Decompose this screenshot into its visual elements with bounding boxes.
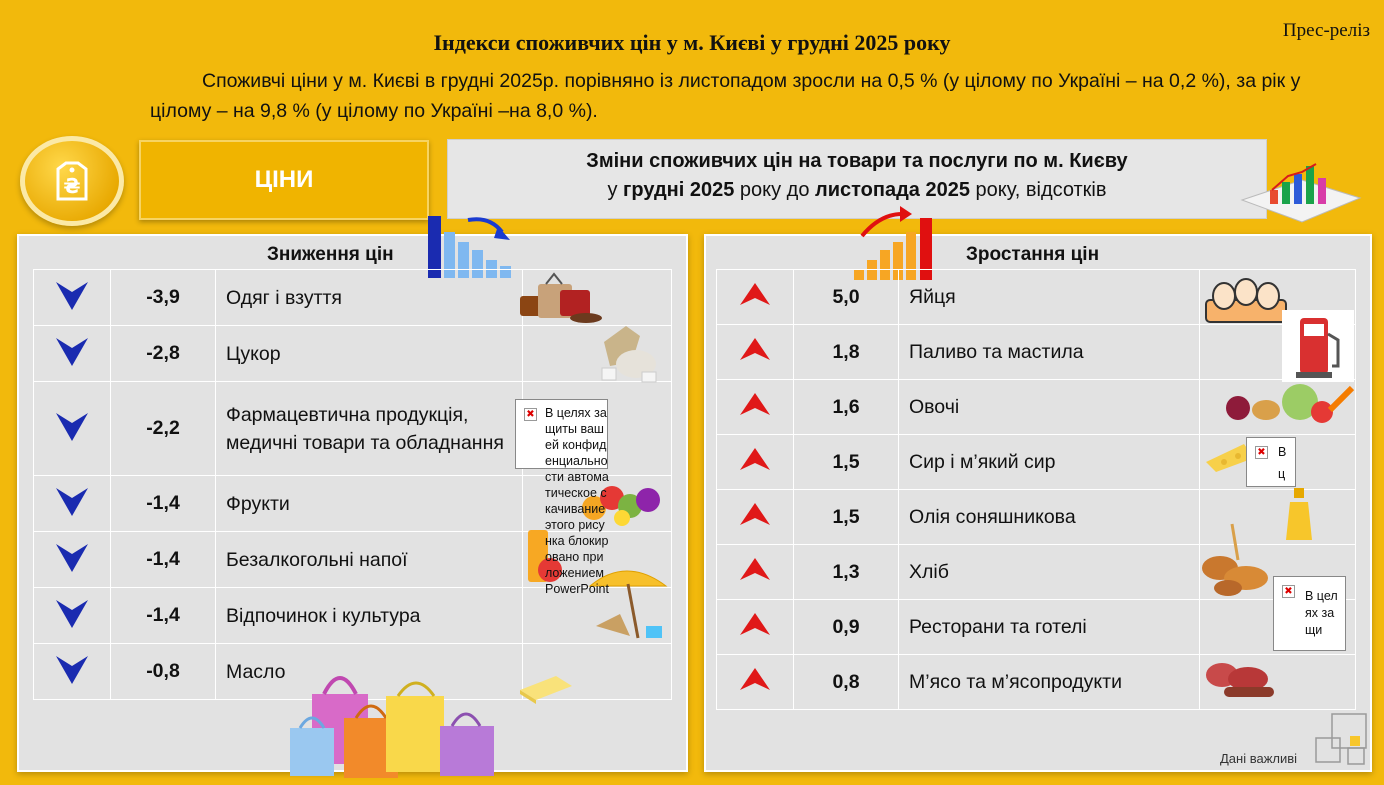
increase-value: 1,5 <box>793 489 899 545</box>
blocked-image-placeholder: ✖ <box>1246 437 1296 487</box>
table-row: -1,4 Фрукти <box>33 475 672 532</box>
changes-title-line1: Зміни споживчих цін на товари та послуги… <box>586 150 1128 172</box>
changes-title-line2: у грудні 2025 року до листопада 2025 рок… <box>607 179 1107 201</box>
table-row: 1,3 Хліб <box>716 544 1356 600</box>
bread-picture <box>1198 520 1278 605</box>
down-arrow-icon <box>33 587 111 644</box>
increase-title: Зростання цін <box>966 244 1100 265</box>
broken-image-icon: ✖ <box>1255 446 1268 459</box>
decrease-value: -1,4 <box>110 587 216 644</box>
down-arrow-icon <box>33 325 111 382</box>
decrease-value: -2,2 <box>110 381 216 476</box>
up-arrow-icon <box>716 544 794 600</box>
fuel-pump-picture <box>1282 310 1354 382</box>
up-arrow-icon <box>716 489 794 545</box>
up-arrow-icon <box>716 379 794 435</box>
up-arrow-icon <box>716 599 794 655</box>
blocked-image-text: В целях защи <box>1305 589 1338 637</box>
increase-item-name: Паливо та мастила <box>898 324 1200 380</box>
down-arrow-icon <box>33 269 111 326</box>
increase-item-name: М’ясо та м’ясопродукти <box>898 654 1200 710</box>
drinks-picture <box>524 526 564 593</box>
table-row: 1,8 Паливо та мастила <box>716 324 1356 380</box>
up-arrow-icon <box>716 269 794 325</box>
table-row: -1,4 Відпочинок і культура <box>33 587 672 644</box>
increase-item-name: Овочі <box>898 379 1200 435</box>
down-arrow-icon <box>33 381 111 476</box>
decrease-value: -0,8 <box>110 643 216 700</box>
increase-value: 1,6 <box>793 379 899 435</box>
increase-value: 0,9 <box>793 599 899 655</box>
decrease-item-name: Фармацевтична продукція, медичні товари … <box>215 381 523 476</box>
up-arrow-icon <box>716 654 794 710</box>
decrease-item-name: Безалкогольні напої <box>215 531 523 588</box>
clothes-picture <box>516 270 606 329</box>
blocked-image-text: В целях защиты вашей конфиденциальности … <box>545 406 609 596</box>
down-arrow-icon <box>33 475 111 532</box>
prices-label-box: ЦІНИ <box>139 140 429 220</box>
lead-paragraph: Споживчі ціни у м. Києві в грудні 2025р.… <box>150 70 1301 122</box>
oil-bottle-picture <box>1284 486 1314 547</box>
increase-item-name: Хліб <box>898 544 1200 600</box>
sugar-picture <box>596 322 662 391</box>
blocked-image-placeholder: ✖ <box>515 399 608 469</box>
decrease-item-name: Фрукти <box>215 475 523 532</box>
chart-illustration-icon <box>1232 160 1362 239</box>
decrease-item-name: Одяг і взуття <box>215 269 523 326</box>
beach-picture <box>586 562 670 651</box>
table-row: 0,9 Ресторани та готелі <box>716 599 1356 655</box>
svg-text:₴: ₴ <box>63 174 80 198</box>
decrease-title: Зниження цін <box>267 244 394 265</box>
decrease-value: -1,4 <box>110 531 216 588</box>
decrease-value: -2,8 <box>110 325 216 382</box>
up-arrow-icon <box>716 434 794 490</box>
increase-item-name: Сир і м’який сир <box>898 434 1200 490</box>
footer-note: Дані важливі <box>1220 751 1298 766</box>
press-release-label: Прес-реліз <box>1282 20 1370 41</box>
increase-item-name: Ресторани та готелі <box>898 599 1200 655</box>
vegetables-picture <box>1222 380 1356 431</box>
page-title: Індекси споживчих цін у м. Києві у грудн… <box>433 30 951 55</box>
table-row: 1,5 Сир і м’який сир <box>716 434 1356 490</box>
table-row: -2,8 Цукор <box>33 325 672 382</box>
decrease-item-name: Відпочинок і культура <box>215 587 523 644</box>
broken-image-icon: ✖ <box>524 408 537 421</box>
decrease-value: -3,9 <box>110 269 216 326</box>
shopping-bags-icon <box>286 664 500 785</box>
decrease-value: -1,4 <box>110 475 216 532</box>
cheese-picture <box>1204 438 1256 479</box>
increase-item-name: Олія соняшникова <box>898 489 1200 545</box>
oil-bottle-icon <box>1199 489 1356 545</box>
blocked-image-placeholder: ✖ <box>1273 576 1346 651</box>
grid-logo-icon <box>1314 712 1368 771</box>
increase-item-name: Яйця <box>898 269 1200 325</box>
meat-picture <box>1204 655 1280 706</box>
increase-table: 5,0 Яйця 1,8 Паливо та мастила 1,6 Овочі… <box>716 269 1356 710</box>
increase-value: 0,8 <box>793 654 899 710</box>
eggs-picture <box>1204 276 1288 329</box>
down-arrow-icon <box>33 531 111 588</box>
broken-image-icon: ✖ <box>1282 585 1295 598</box>
decrease-item-name: Цукор <box>215 325 523 382</box>
changes-title-box: Зміни споживчих цін на товари та послуги… <box>447 139 1267 219</box>
hryvnia-price-tag-icon: ₴ <box>20 136 124 226</box>
fruits-picture <box>580 476 666 531</box>
blocked-image-text: В ц <box>1278 445 1287 481</box>
table-row: 1,5 Олія соняшникова <box>716 489 1356 545</box>
down-arrow-icon <box>33 643 111 700</box>
increase-value: 1,5 <box>793 434 899 490</box>
butter-picture <box>516 666 576 711</box>
increase-value: 1,8 <box>793 324 899 380</box>
up-arrow-icon <box>716 324 794 380</box>
increase-value: 5,0 <box>793 269 899 325</box>
increase-value: 1,3 <box>793 544 899 600</box>
decrease-item-name: Масло <box>215 643 523 700</box>
